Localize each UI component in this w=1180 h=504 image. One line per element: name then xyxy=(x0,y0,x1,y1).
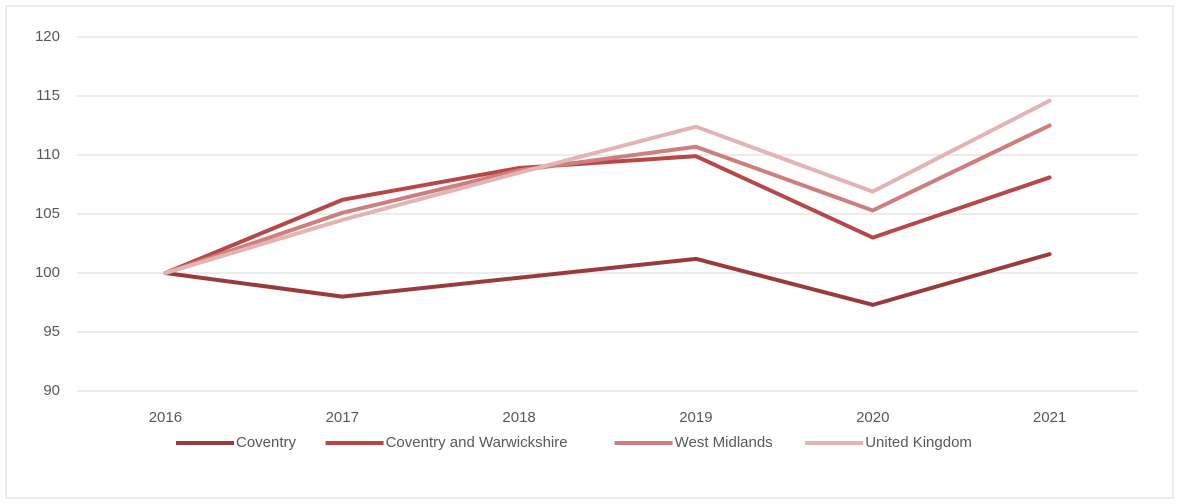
x-tick-label: 2021 xyxy=(1033,409,1066,426)
y-tick-label: 95 xyxy=(43,323,60,340)
y-tick-label: 110 xyxy=(36,146,60,163)
line-series xyxy=(163,123,1052,275)
y-tick-label: 115 xyxy=(36,87,60,104)
x-tick-label: 2017 xyxy=(326,409,359,426)
x-tick-label: 2019 xyxy=(679,409,712,426)
legend-label: Coventry and Warwickshire xyxy=(386,434,568,451)
y-tick-label: 100 xyxy=(35,264,60,281)
y-tick-label: 105 xyxy=(35,205,60,222)
y-tick-label: 120 xyxy=(35,28,60,45)
x-tick-label: 2016 xyxy=(149,409,182,426)
legend-label: West Midlands xyxy=(675,434,773,451)
line-series xyxy=(163,252,1052,307)
legend-label: Coventry xyxy=(236,434,297,451)
line-series xyxy=(163,98,1052,275)
x-tick-label: 2018 xyxy=(502,409,535,426)
y-tick-label: 90 xyxy=(43,382,60,399)
x-tick-label: 2020 xyxy=(856,409,889,426)
line-series xyxy=(163,154,1052,275)
chart-border xyxy=(5,5,1174,499)
legend-label: United Kingdom xyxy=(865,434,972,451)
